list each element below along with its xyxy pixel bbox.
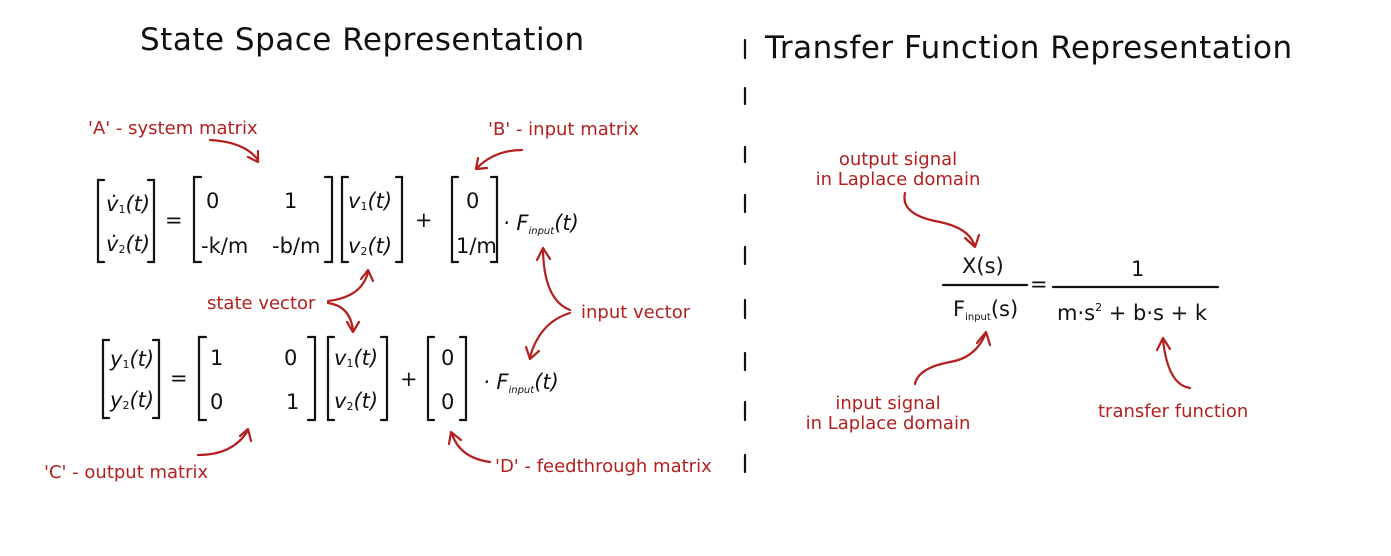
- matrix-d-cell-2: 0: [441, 390, 455, 414]
- bracket-lhs1-right: [146, 178, 156, 264]
- label-state-vector: state vector: [207, 293, 316, 314]
- tf-denominator-left: Finput(s): [953, 297, 1019, 323]
- arrow-input-signal: [913, 333, 987, 386]
- arrow-a-system-head: [246, 149, 260, 164]
- bracket-A-left: [192, 175, 203, 264]
- bracket-x2-left: [326, 335, 336, 422]
- bracket-C-left: [197, 335, 208, 422]
- bracket-B-left: [450, 175, 460, 264]
- tf-equals: =: [1030, 272, 1048, 296]
- bracket-D-right: [458, 335, 468, 422]
- arrow-state-down: [326, 301, 355, 332]
- matrix-b-cell-2: 1/m: [456, 234, 497, 258]
- arrow-c-output: [196, 430, 249, 457]
- bracket-lhs1-left: [96, 178, 106, 264]
- eq2-lhs-row1: y1(t): [110, 347, 155, 371]
- matrix-a-cell-22: -b/m: [272, 234, 321, 258]
- bracket-B-right: [489, 175, 499, 264]
- matrix-c-cell-12: 0: [284, 346, 298, 370]
- label-output-signal-line2: in Laplace domain: [815, 169, 981, 190]
- arrow-a-system: [208, 138, 260, 162]
- eq1-input-force: · Finput(t): [503, 211, 579, 237]
- label-input-signal-line2: in Laplace domain: [805, 413, 971, 434]
- tf-numerator-right: 1: [1131, 257, 1145, 281]
- arrow-input-up: [541, 248, 572, 312]
- label-d-feedthrough-matrix: 'D' - feedthrough matrix: [495, 456, 712, 477]
- eq2-plus: +: [400, 367, 418, 391]
- label-input-signal: input signal in Laplace domain: [798, 394, 978, 434]
- matrix-b-cell-1: 0: [466, 189, 480, 213]
- bracket-A-right: [323, 175, 334, 264]
- bracket-D-left: [426, 335, 436, 422]
- matrix-c-cell-21: 0: [210, 390, 224, 414]
- bracket-C-right: [306, 335, 317, 422]
- arrow-transfer-fn-head: [1155, 336, 1172, 352]
- arrow-b-input: [475, 148, 524, 170]
- state-space-title: State Space Representation: [140, 22, 585, 58]
- matrix-d-cell-1: 0: [441, 346, 455, 370]
- bracket-x1-right: [394, 175, 404, 264]
- bracket-lhs2-right: [151, 338, 161, 420]
- arrow-c-output-head: [238, 427, 253, 443]
- eq1-plus: +: [415, 208, 433, 232]
- arrow-input-signal-head: [975, 330, 992, 347]
- bracket-x1-left: [340, 175, 350, 264]
- tf-numerator-left: X(s): [962, 254, 1004, 278]
- matrix-c-cell-22: 1: [286, 390, 300, 414]
- label-transfer-function: transfer function: [1098, 401, 1249, 422]
- arrow-input-up-head: [535, 246, 552, 262]
- matrix-a-cell-12: 1: [284, 189, 298, 213]
- eq2-state-row1: v1(t): [334, 346, 379, 370]
- arrow-input-down-head: [524, 345, 541, 361]
- arrow-output-signal-head: [963, 233, 981, 249]
- bracket-lhs2-left: [101, 338, 111, 420]
- matrix-a-cell-11: 0: [206, 189, 220, 213]
- label-c-output-matrix: 'C' - output matrix: [44, 462, 209, 483]
- arrow-state-up-head: [359, 268, 375, 283]
- label-output-signal: output signal in Laplace domain: [808, 150, 988, 190]
- tf-denominator-right: m·s2 + b·s + k: [1057, 301, 1208, 325]
- label-output-signal-line1: output signal: [838, 149, 958, 170]
- eq2-lhs-row2: y2(t): [110, 388, 155, 412]
- arrow-transfer-fn: [1161, 338, 1192, 390]
- matrix-a-cell-21: -k/m: [201, 234, 249, 258]
- bracket-x2-right: [379, 335, 389, 422]
- eq2-state-row2: v2(t): [334, 389, 379, 413]
- arrow-d-feedthrough: [450, 432, 492, 464]
- label-input-signal-line1: input signal: [835, 393, 941, 414]
- arrow-input-down: [528, 311, 572, 359]
- arrow-state-up: [326, 270, 370, 303]
- eq1-equals: =: [165, 208, 183, 232]
- arrow-d-feedthrough-head: [447, 430, 463, 446]
- label-input-vector: input vector: [581, 302, 691, 323]
- eq1-lhs-row2: v̇2(t): [106, 232, 151, 256]
- arrow-output-signal: [903, 191, 976, 246]
- transfer-function-title: Transfer Function Representation: [765, 30, 1293, 66]
- eq1-state-row2: v2(t): [348, 234, 393, 258]
- label-b-input-matrix: 'B' - input matrix: [488, 119, 639, 140]
- eq1-state-row1: v1(t): [348, 189, 393, 213]
- eq2-equals: =: [170, 366, 188, 390]
- arrow-state-down-head: [345, 320, 361, 334]
- eq2-input-force: · Finput(t): [483, 370, 559, 396]
- eq1-lhs-row1: v̇1(t): [106, 192, 151, 216]
- matrix-c-cell-11: 1: [210, 346, 224, 370]
- label-a-system-matrix: 'A' - system matrix: [88, 118, 258, 139]
- arrow-b-input-head: [474, 156, 489, 171]
